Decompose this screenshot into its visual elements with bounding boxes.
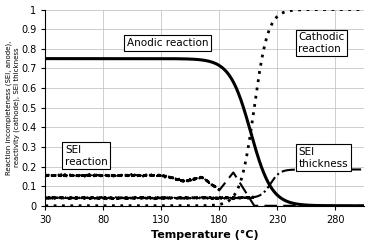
Text: SEI
thickness: SEI thickness — [298, 147, 348, 169]
Text: Cathodic
reaction: Cathodic reaction — [298, 32, 344, 54]
Text: Anodic reaction: Anodic reaction — [127, 38, 208, 48]
X-axis label: Temperature (°C): Temperature (°C) — [151, 230, 259, 240]
Text: SEI
reaction: SEI reaction — [65, 145, 108, 167]
Y-axis label: Reaction incompleteness (SEI, anode),
reactivity (cathode), SEI thickness: Reaction incompleteness (SEI, anode), re… — [6, 41, 20, 175]
